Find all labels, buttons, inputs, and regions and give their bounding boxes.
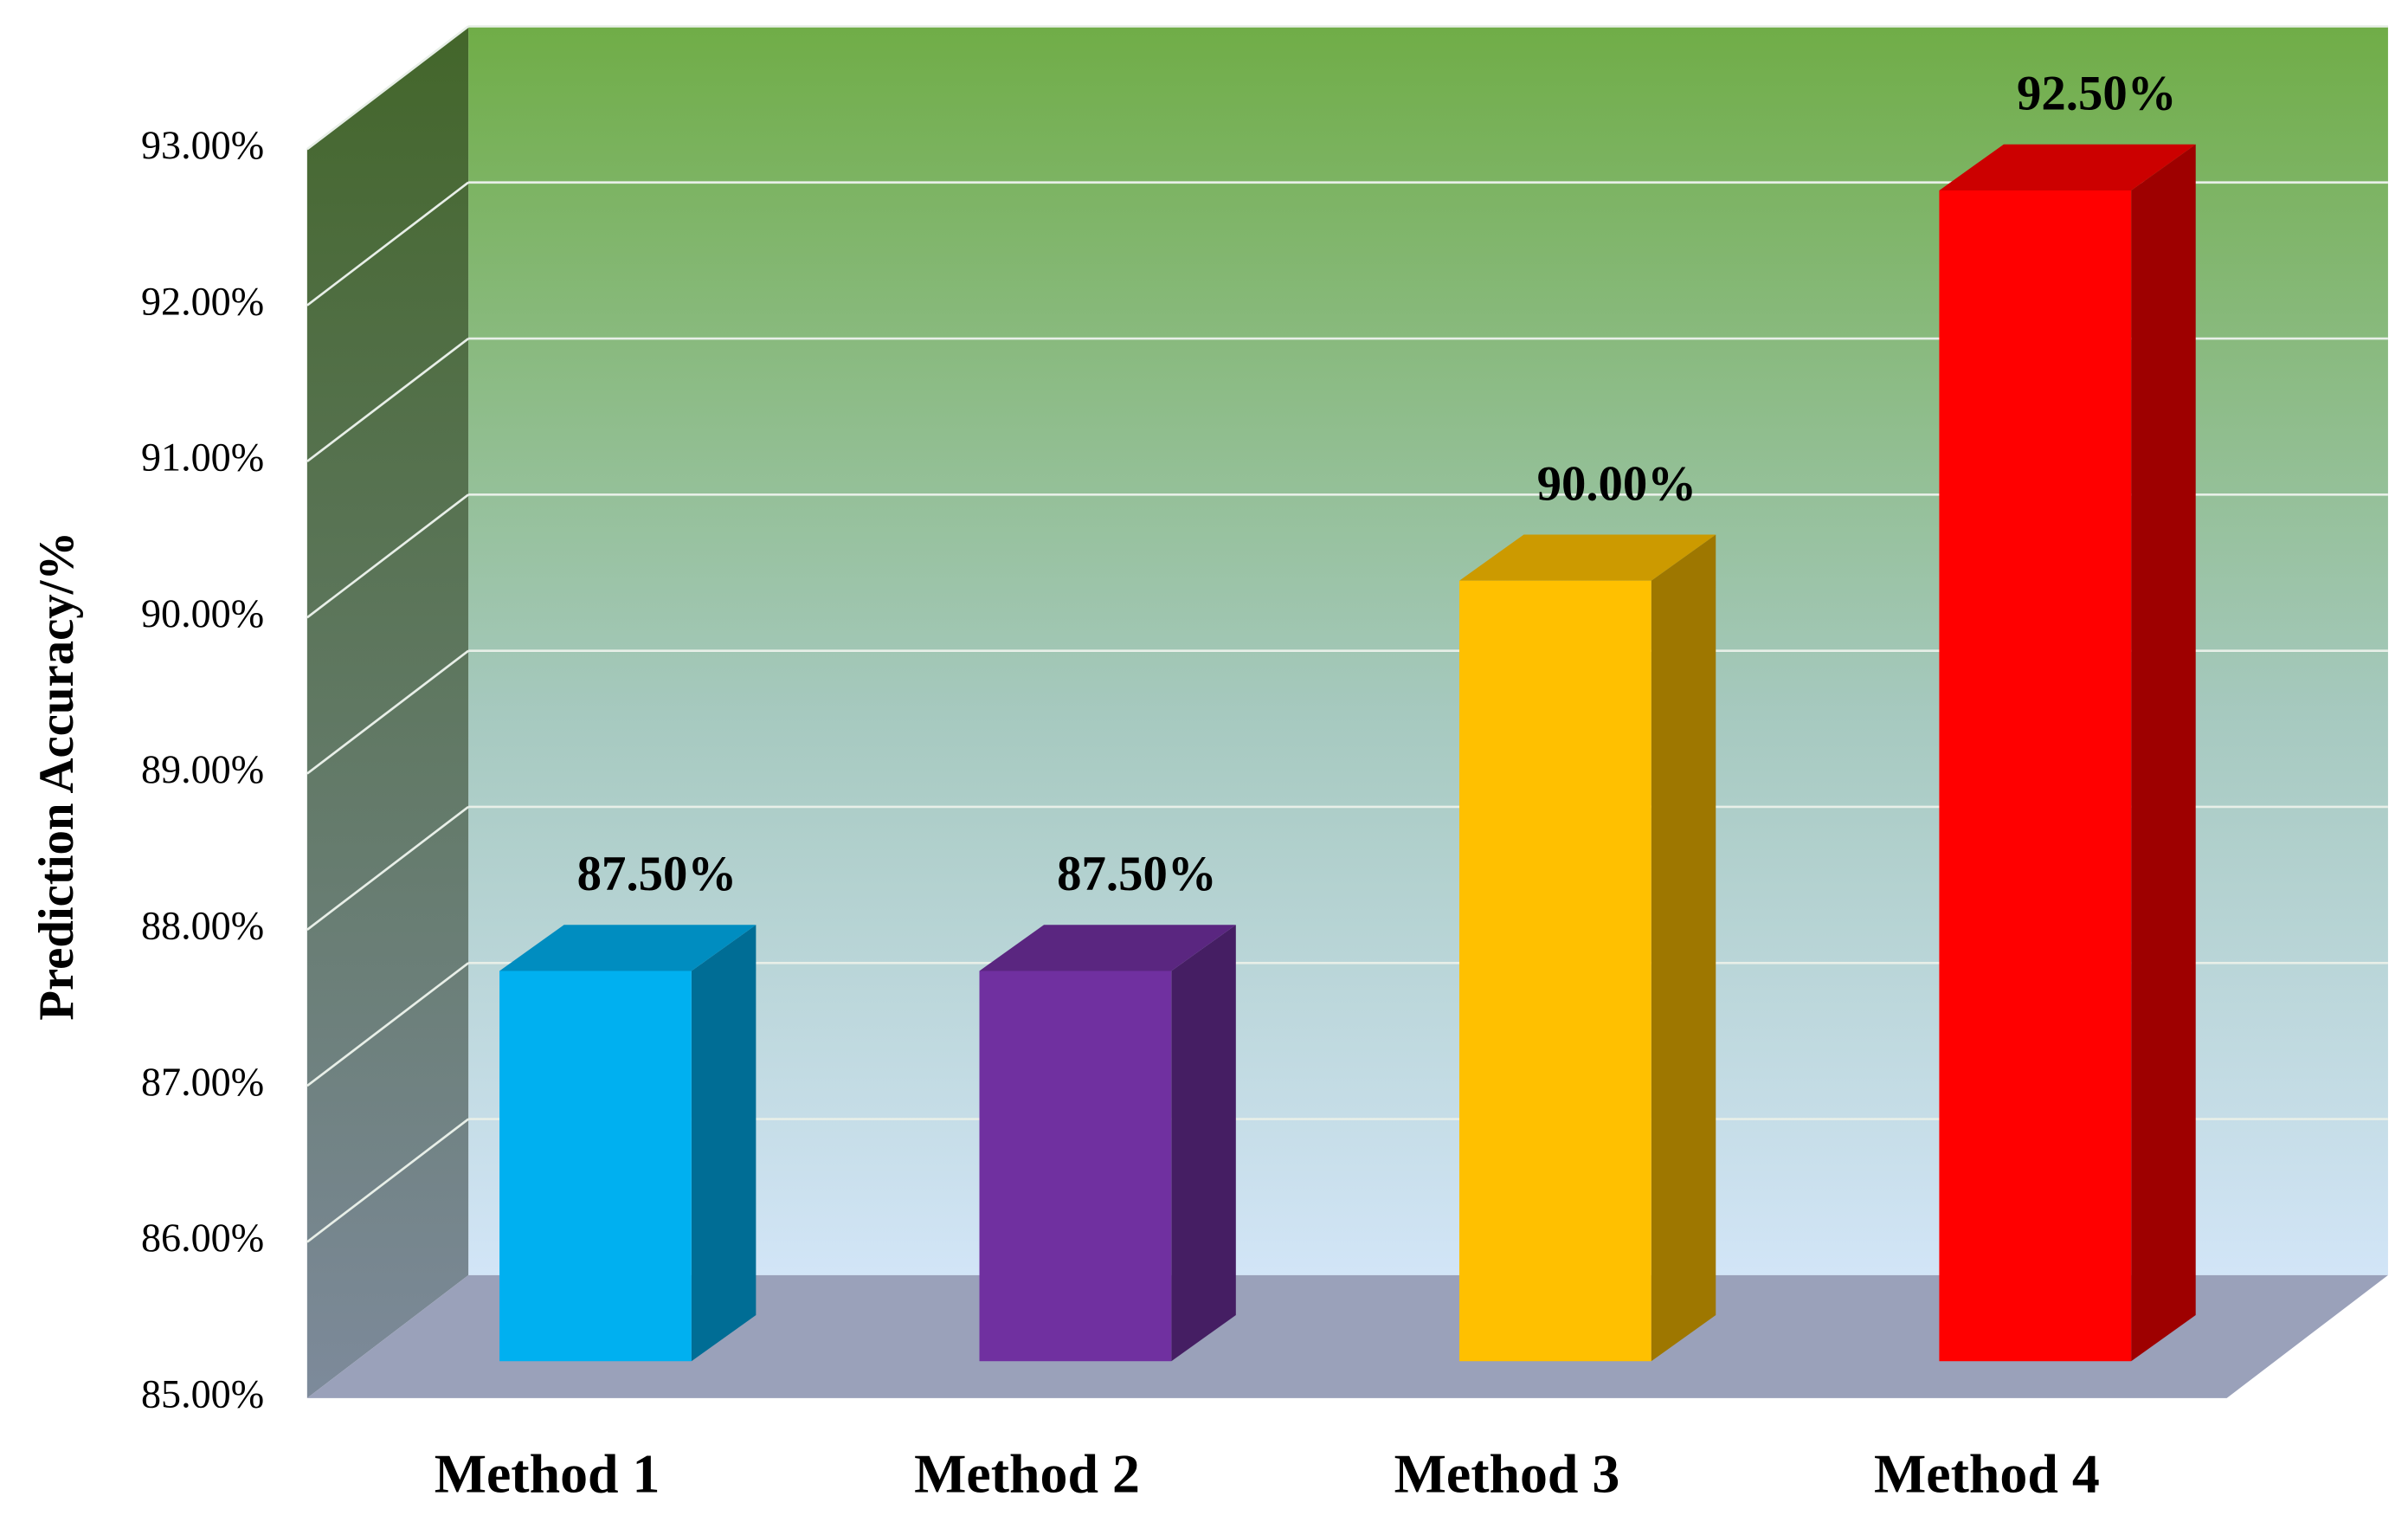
bar [499,925,757,1362]
y-tick-label: 92.00% [141,279,264,323]
y-tick-label: 87.00% [141,1060,264,1104]
bar-front [1458,580,1651,1362]
y-tick-label: 86.00% [141,1216,264,1260]
grid-line [306,805,469,931]
grid-line [306,493,469,619]
y-tick-label: 91.00% [141,435,264,480]
y-tick-label: 88.00% [141,903,264,947]
grid-line [306,1118,469,1243]
bar-side [1651,534,1716,1362]
value-label: 90.00% [1537,456,1697,511]
x-tick-label: Method 1 [435,1443,660,1505]
bar-side [691,925,757,1362]
value-label: 87.50% [577,847,737,901]
bar [1458,534,1716,1362]
y-tick-label: 90.00% [141,591,264,635]
y-tick-label: 85.00% [141,1371,264,1416]
y-tick-label: 89.00% [141,747,264,791]
bar-top [1458,534,1716,581]
floor [306,1274,2388,1398]
x-tick-label: Method 3 [1394,1443,1620,1505]
bar [1939,144,2196,1362]
bar-top [979,925,1236,971]
grid-line [306,25,469,151]
bar-front [1939,190,2132,1362]
grid-line [306,649,469,775]
bar-front [499,971,692,1362]
x-tick-label: Method 2 [914,1443,1140,1505]
value-label: 92.50% [2017,67,2177,121]
y-axis-title: Prediction Accuracy/% [29,532,84,1021]
grid-line [306,181,469,306]
grid-line [306,962,469,1087]
bar-side [2131,144,2196,1362]
bar-front [979,971,1172,1362]
bar-top [499,925,757,971]
bar-side [1171,925,1236,1362]
grid-line [306,337,469,463]
bar-top [1939,144,2196,190]
value-label: 87.50% [1057,847,1217,901]
bar [979,925,1236,1362]
y-tick-label: 93.00% [141,123,264,167]
x-tick-label: Method 4 [1874,1443,2100,1505]
